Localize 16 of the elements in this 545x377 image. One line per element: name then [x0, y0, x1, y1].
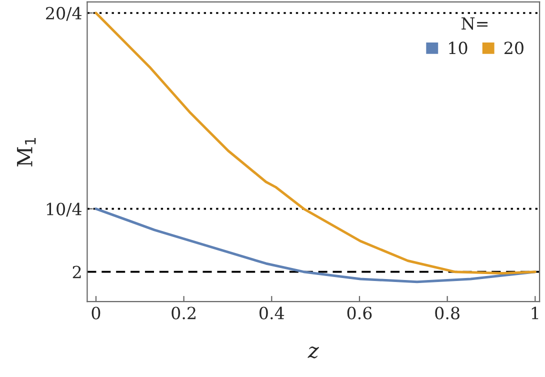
legend-title: N= — [462, 17, 488, 30]
line-series — [94, 208, 536, 284]
x-tick-label: 0.8 — [435, 306, 460, 320]
y-tick-label: 20/4 — [46, 6, 82, 21]
x-axis-title: z — [308, 346, 319, 358]
y-tick-label: 10/4 — [46, 202, 82, 217]
legend-label: 10 — [449, 42, 468, 54]
legend-label: 20 — [504, 42, 524, 54]
x-tick-label: 0 — [92, 306, 100, 320]
y-tick-label: 2 — [72, 266, 81, 278]
x-tick-label: 1 — [532, 306, 538, 320]
x-tick-label: 0.4 — [260, 306, 284, 320]
x-tick-label: 0.6 — [347, 306, 372, 320]
line-series — [94, 12, 536, 274]
y-axis-title: M$_{1}$ — [17, 138, 36, 166]
x-tick-label: 0.2 — [172, 306, 196, 320]
